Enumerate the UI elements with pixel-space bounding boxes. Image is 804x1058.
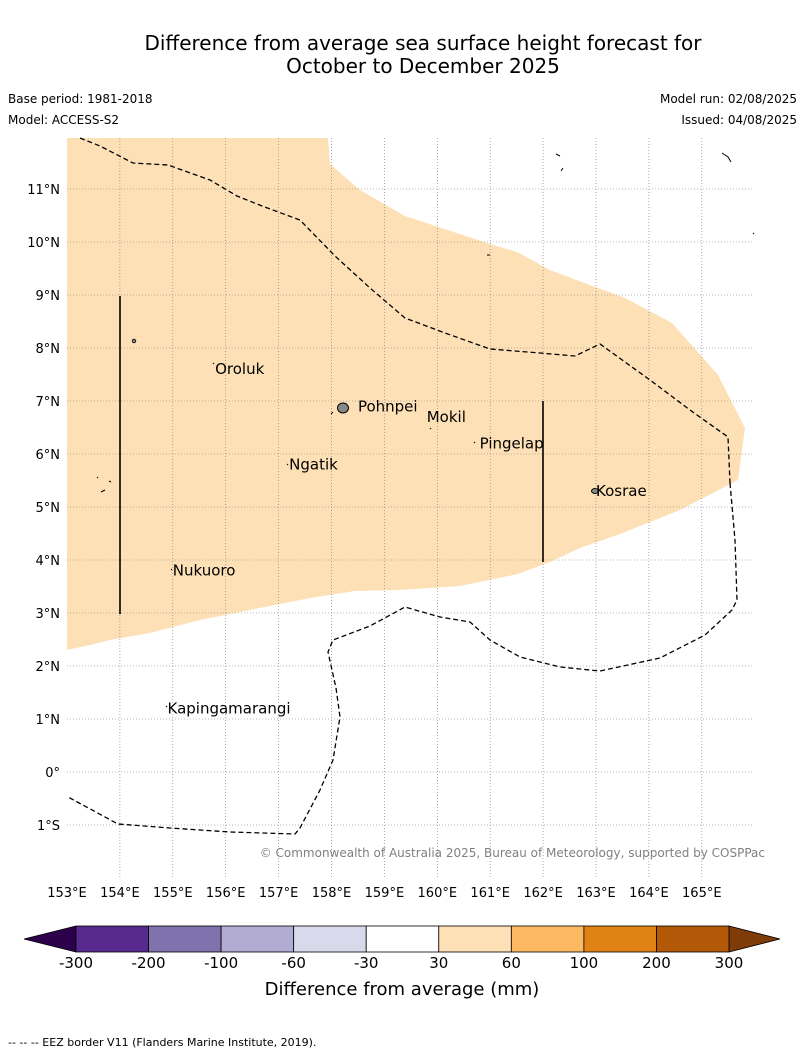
forecast-map: Oroluk Pohnpei Mokil Pingelap Ngatik Kosrae Nu… — [23, 137, 781, 1000]
lat-tick-label: 1°S — [37, 819, 60, 834]
lon-tick-label: 153°E — [47, 886, 87, 901]
islands — [96, 152, 755, 708]
atoll-mark — [212, 362, 215, 365]
colorbar-tick-label: 30 — [429, 954, 448, 972]
lon-tick-label: 162°E — [523, 886, 563, 901]
lat-tick-label: 10°N — [27, 236, 60, 251]
eez-border — [67, 137, 738, 835]
colorbar-label: Difference from average (mm) — [265, 979, 540, 1000]
model-run: Model run: 02/08/2025 — [659, 92, 797, 106]
place-label: Pohnpei — [358, 397, 418, 415]
colorbar-segment — [75, 925, 149, 953]
lat-tick-label: 5°N — [36, 501, 61, 516]
lat-tick-label: 11°N — [27, 183, 60, 198]
atoll-mark — [108, 480, 112, 483]
graticule — [67, 138, 754, 878]
lon-tick-label: 159°E — [365, 886, 405, 901]
title-line-2: October to December 2025 — [286, 54, 560, 78]
colorbar-tick-label: 60 — [502, 954, 521, 972]
title-line-1: Difference from average sea surface heig… — [144, 31, 702, 55]
colorbar-tick-label: 100 — [570, 954, 599, 972]
lat-tick-label: 6°N — [36, 448, 61, 463]
colorbar-tick-label: 300 — [715, 954, 744, 972]
colorbar-tick-label: -200 — [132, 954, 166, 972]
atoll-mark — [170, 568, 173, 571]
atoll-mark — [96, 476, 99, 479]
footnote: -- -- -- EEZ border V11 (Flanders Marine… — [8, 1036, 317, 1049]
colorbar-tick-label: -100 — [204, 954, 238, 972]
atoll-mark — [429, 427, 432, 430]
pohnpei-island — [337, 402, 349, 414]
colorbar-segment — [656, 925, 730, 953]
chart-title: Difference from average sea surface heig… — [0, 32, 804, 78]
place-labels: Oroluk Pohnpei Mokil Pingelap Ngatik Kosrae Nu… — [168, 360, 647, 717]
model-name: Model: ACCESS-S2 — [8, 113, 120, 127]
colorbar-tick-label: -30 — [354, 954, 379, 972]
colorbar-segment — [438, 925, 512, 953]
lon-tick-label: 164°E — [629, 886, 669, 901]
eez-border-north — [79, 137, 731, 484]
place-label: Ngatik — [289, 456, 338, 474]
colorbar-tick-label: 200 — [642, 954, 671, 972]
colorbar-segment — [510, 925, 585, 953]
lat-tick-label: 9°N — [36, 289, 61, 304]
base-period: Base period: 1981-2018 — [8, 92, 153, 106]
eez-border-south — [67, 482, 738, 835]
small-island — [131, 338, 137, 344]
colorbar-segment — [365, 925, 440, 953]
colorbar-extend-low — [23, 925, 77, 953]
lat-tick-label: 8°N — [36, 342, 61, 357]
place-label: Pingelap — [480, 434, 544, 452]
latitude-labels: 11°N 10°N 9°N 8°N 7°N 6°N 5°N 4°N 3°N 2°N 1°N 0° 1°S — [27, 183, 60, 834]
place-label: Nukuoro — [173, 562, 236, 580]
colorbar-segment — [583, 925, 657, 953]
lat-tick-label: 0° — [45, 766, 60, 781]
lon-tick-label: 158°E — [312, 886, 352, 901]
atoll-mark — [165, 705, 168, 708]
lon-tick-label: 165°E — [682, 886, 722, 901]
place-label: Oroluk — [215, 360, 264, 378]
colorbar: -300 -200 -100 -60 -30 30 60 100 200 300 — [23, 925, 781, 972]
copyright-text: © Commonwealth of Australia 2025, Bureau… — [260, 846, 765, 860]
colorbar-tick-label: -300 — [59, 954, 93, 972]
place-label: Kosrae — [596, 482, 647, 500]
colorbar-segment — [148, 925, 222, 953]
lon-tick-label: 163°E — [576, 886, 616, 901]
lon-tick-label: 161°E — [470, 886, 510, 901]
place-label: Kapingamarangi — [168, 699, 291, 717]
lat-tick-label: 2°N — [36, 660, 61, 675]
longitude-labels: 153°E 154°E 155°E 156°E 157°E 158°E 159°E 160°E… — [47, 886, 721, 901]
lat-tick-label: 4°N — [36, 554, 61, 569]
atoll-mark — [286, 463, 289, 466]
issued-date: Issued: 04/08/2025 — [681, 113, 797, 127]
atoll-mark — [330, 411, 334, 415]
lon-tick-label: 154°E — [100, 886, 140, 901]
atoll-mark — [473, 441, 476, 444]
atoll-mark — [100, 489, 106, 493]
kosrae-island — [591, 488, 599, 494]
lat-tick-label: 3°N — [36, 607, 61, 622]
lon-tick-label: 160°E — [418, 886, 458, 901]
place-label: Mokil — [427, 408, 466, 426]
lon-tick-label: 157°E — [259, 886, 299, 901]
atoll-mark — [555, 153, 561, 157]
colorbar-extend-high — [728, 925, 781, 953]
atoll-mark — [752, 232, 755, 235]
colorbar-tick-label: -60 — [281, 954, 306, 972]
lat-tick-label: 7°N — [36, 395, 61, 410]
colorbar-segment — [293, 925, 367, 953]
lat-tick-label: 1°N — [36, 713, 61, 728]
anomaly-region — [67, 138, 745, 650]
atoll-mark — [560, 167, 564, 172]
lon-tick-label: 156°E — [206, 886, 246, 901]
atoll-mark — [721, 152, 732, 163]
colorbar-segment — [220, 925, 295, 953]
lon-tick-label: 155°E — [153, 886, 193, 901]
